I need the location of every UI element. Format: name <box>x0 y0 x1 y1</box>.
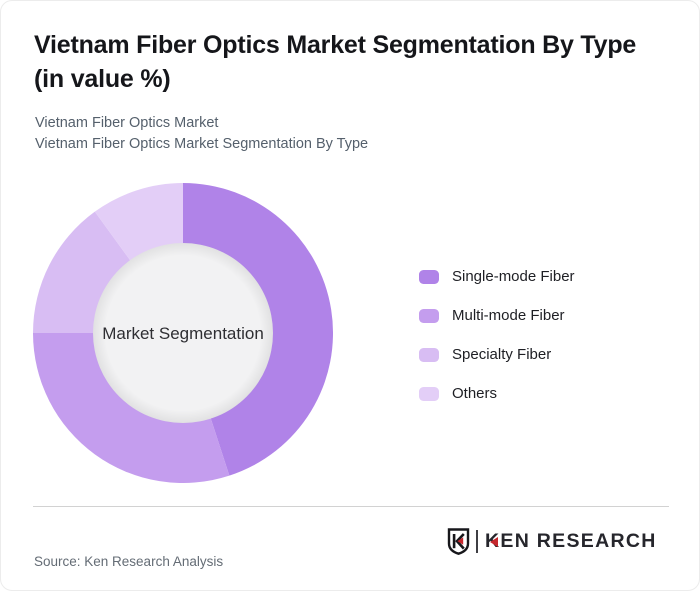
legend-label: Single-mode Fiber <box>452 268 575 285</box>
legend-label: Multi-mode Fiber <box>452 307 565 324</box>
source-text: Source: Ken Research Analysis <box>34 554 224 569</box>
brand-text-label: KEN RESEARCH <box>485 530 657 552</box>
chart-subtitle-line2: Vietnam Fiber Optics Market Segmentation… <box>35 136 369 152</box>
brand-logo: KEN RESEARCH <box>447 528 657 555</box>
donut-hole-shade <box>93 243 273 423</box>
page-title-line2: (in value %) <box>34 65 171 93</box>
page-title: Vietnam Fiber Optics Market Segmentation… <box>34 28 679 96</box>
donut-center-label: Market Segmentation <box>102 324 264 343</box>
legend-swatch-icon <box>419 270 439 284</box>
legend-label: Others <box>452 385 498 402</box>
chart-subtitle-line1: Vietnam Fiber Optics Market <box>35 115 219 131</box>
ken-shield-icon <box>447 528 470 555</box>
footer-divider <box>33 506 669 507</box>
legend-swatch-icon <box>419 387 439 401</box>
logo-separator <box>476 530 478 553</box>
chart-subtitle: Vietnam Fiber Optics Market Vietnam Fibe… <box>35 113 635 155</box>
brand-text: KEN RESEARCH <box>485 530 657 553</box>
legend-swatch-icon <box>419 348 439 362</box>
donut-chart: Market Segmentation <box>33 183 334 484</box>
legend-item-specialty-fiber[interactable]: Specialty Fiber <box>419 347 575 363</box>
legend-item-multi-mode-fiber[interactable]: Multi-mode Fiber <box>419 308 575 324</box>
legend-item-others[interactable]: Others <box>419 386 575 402</box>
legend-item-single-mode-fiber[interactable]: Single-mode Fiber <box>419 269 575 285</box>
brand-red-arrow-icon <box>490 536 498 547</box>
chart-legend: Single-mode Fiber Multi-mode Fiber Special… <box>419 269 575 425</box>
page-title-line1: Vietnam Fiber Optics Market Segmentation… <box>34 31 637 59</box>
legend-swatch-icon <box>419 309 439 323</box>
legend-label: Specialty Fiber <box>452 346 552 363</box>
